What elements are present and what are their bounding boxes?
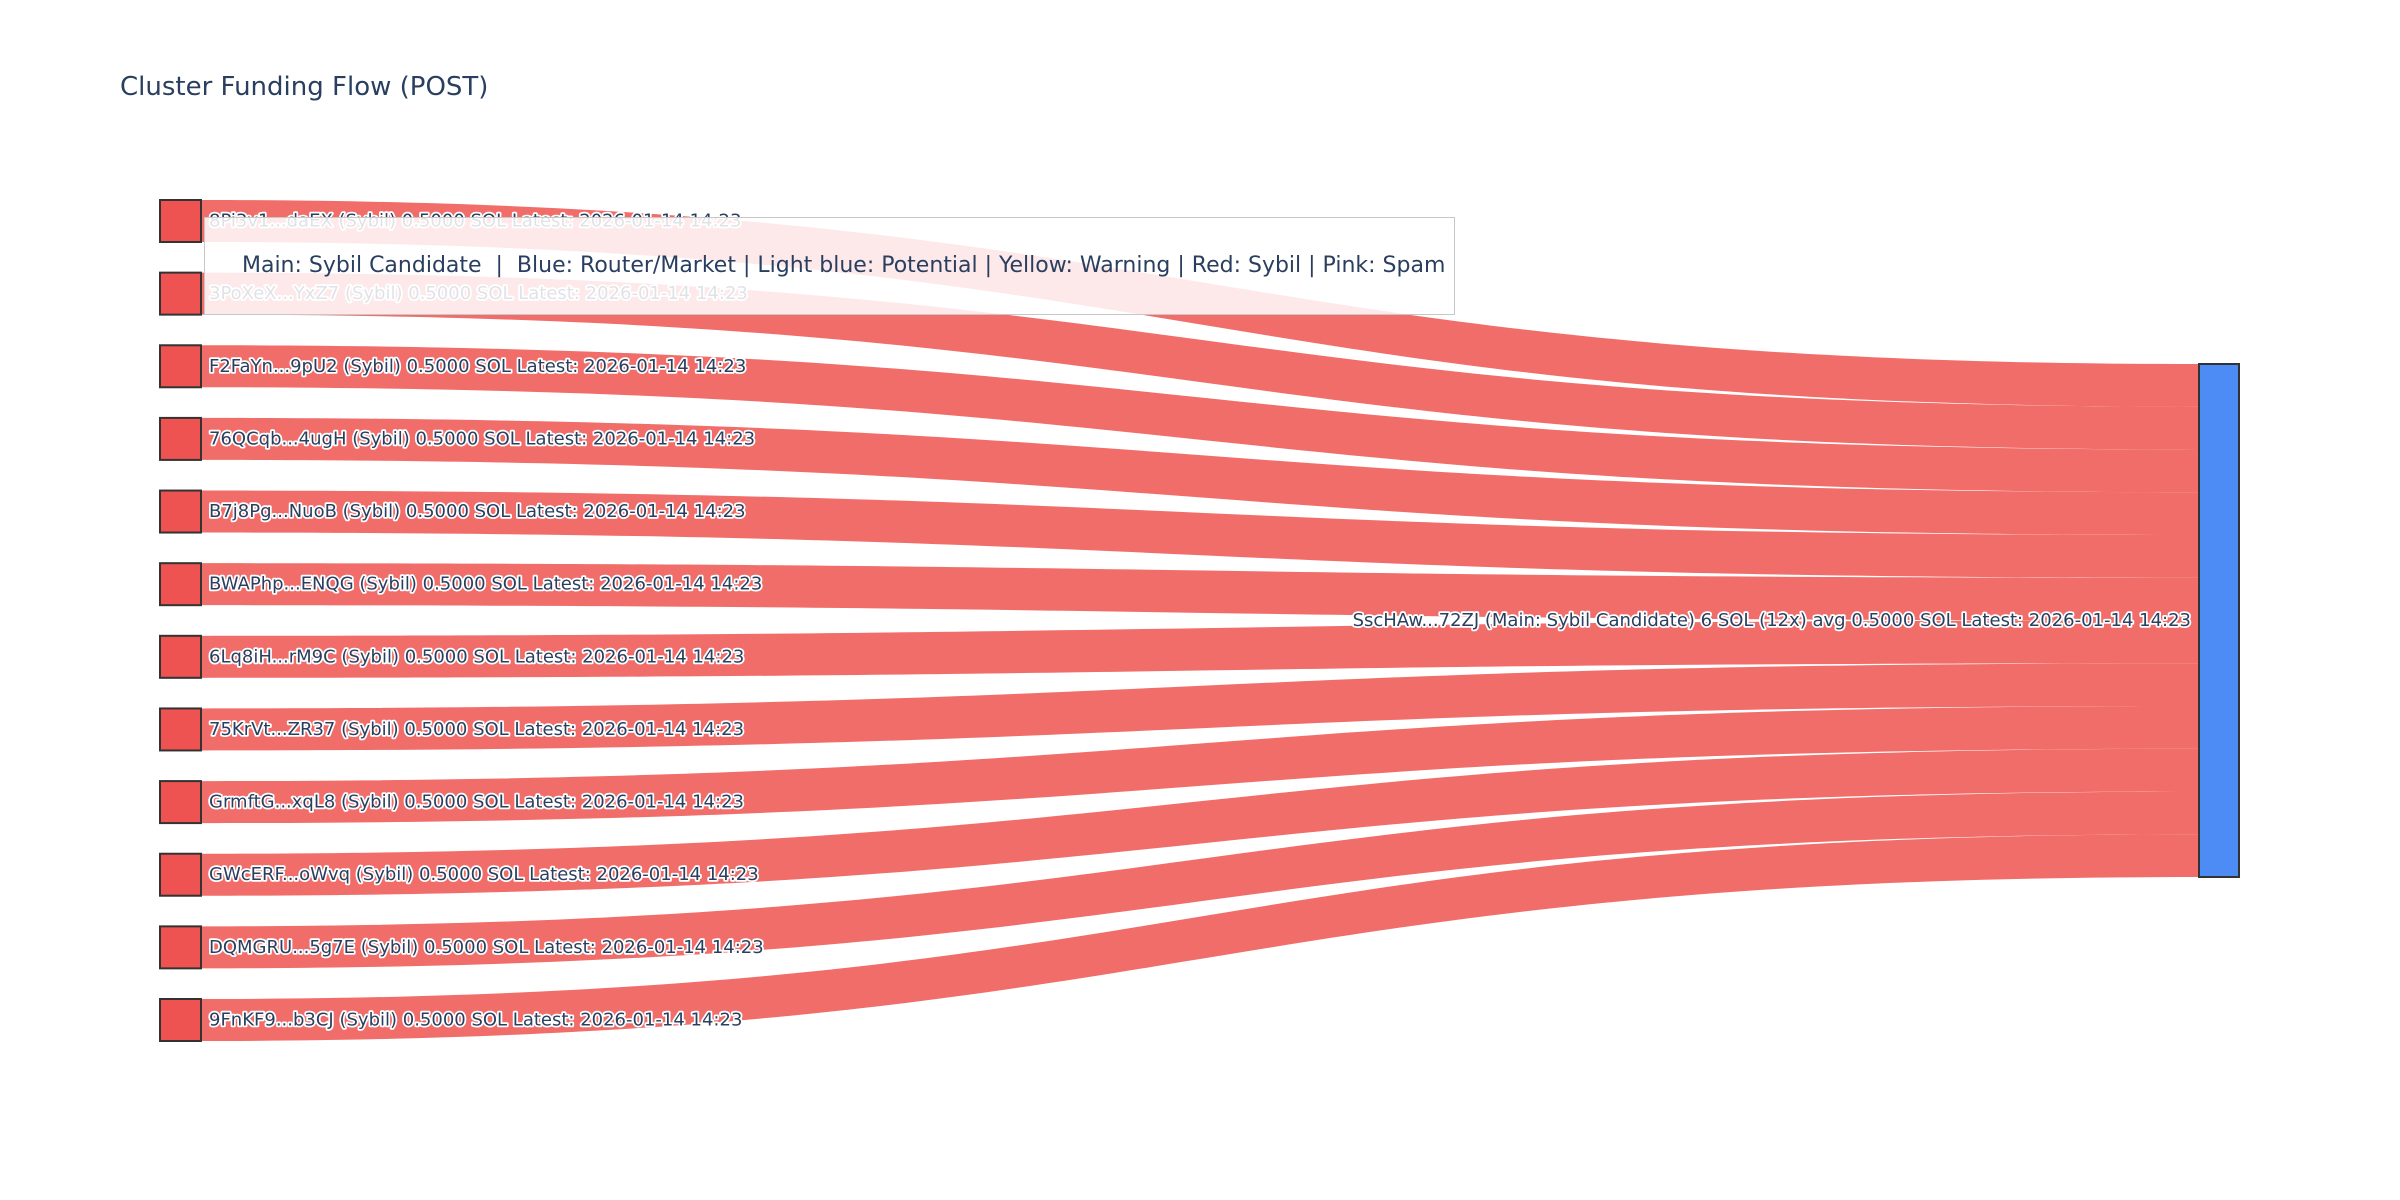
flow-link[interactable] <box>201 620 2199 678</box>
source-node-label: 75KrVt...ZR37 (Sybil) 0.5000 SOL Latest:… <box>209 719 744 740</box>
source-node-label: B7j8Pg...NuoB (Sybil) 0.5000 SOL Latest:… <box>209 501 746 522</box>
source-node-label: 9FnKF9...b3CJ (Sybil) 0.5000 SOL Latest:… <box>209 1010 742 1031</box>
source-node[interactable] <box>159 271 202 316</box>
source-node-label: 6Lq8iH...rM9C (Sybil) 0.5000 SOL Latest:… <box>209 646 744 667</box>
sankey-labels-layer: 8Pi3v1...daEX (Sybil) 0.5000 SOL Latest:… <box>207 209 2193 1033</box>
flow-link[interactable] <box>201 345 2199 493</box>
source-node[interactable] <box>159 562 202 607</box>
flow-link[interactable] <box>201 563 2199 621</box>
flow-link[interactable] <box>201 748 2199 896</box>
flow-link[interactable] <box>201 490 2199 578</box>
source-node-label: GrmftG...xqL8 (Sybil) 0.5000 SOL Latest:… <box>209 792 744 813</box>
source-node[interactable] <box>159 780 202 825</box>
flow-link[interactable] <box>201 417 2199 535</box>
source-node[interactable] <box>159 344 202 389</box>
source-node[interactable] <box>159 998 202 1042</box>
source-node-label: DQMGRU...5g7E (Sybil) 0.5000 SOL Latest:… <box>209 937 764 958</box>
legend-annotation: Main: Sybil Candidate | Blue: Router/Mar… <box>204 217 1456 315</box>
source-node[interactable] <box>159 707 202 752</box>
source-node[interactable] <box>159 199 202 243</box>
sankey-nodes-layer <box>159 199 2240 1042</box>
flow-link[interactable] <box>201 834 2199 1041</box>
source-node[interactable] <box>159 634 202 679</box>
source-node-label: F2FaYn...9pU2 (Sybil) 0.5000 SOL Latest:… <box>209 356 746 377</box>
source-node[interactable] <box>159 852 202 897</box>
legend-text: Main: Sybil Candidate | Blue: Router/Mar… <box>241 253 1446 278</box>
flow-link[interactable] <box>201 272 2199 450</box>
source-node[interactable] <box>159 489 202 534</box>
source-node[interactable] <box>159 925 202 970</box>
flow-link[interactable] <box>201 663 2199 751</box>
source-node-label: GWcERF...oWvq (Sybil) 0.5000 SOL Latest:… <box>209 864 759 885</box>
flow-link[interactable] <box>201 791 2199 969</box>
source-node-label: BWAPhp...ENQG (Sybil) 0.5000 SOL Latest:… <box>209 574 762 595</box>
source-node-label: 76QCqb...4ugH (Sybil) 0.5000 SOL Latest:… <box>209 428 755 449</box>
chart-title: Cluster Funding Flow (POST) <box>120 72 489 102</box>
flow-link[interactable] <box>201 706 2199 824</box>
source-node[interactable] <box>159 416 202 461</box>
target-node[interactable] <box>2198 363 2240 878</box>
target-node-label: SscHAw...72ZJ (Main: Sybil Candidate) 6 … <box>1353 610 2191 631</box>
